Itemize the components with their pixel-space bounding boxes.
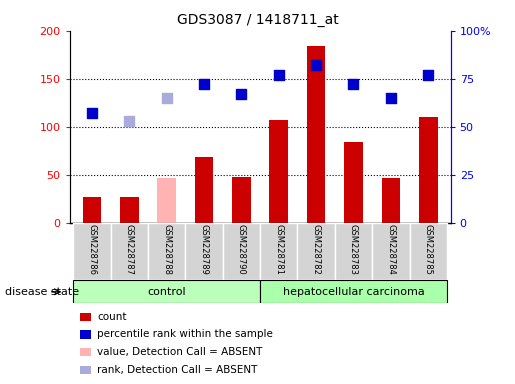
Text: value, Detection Call = ABSENT: value, Detection Call = ABSENT: [97, 347, 263, 357]
Point: [125, 118, 133, 124]
Point: [88, 110, 96, 116]
Text: GSM228782: GSM228782: [312, 224, 321, 275]
Bar: [195, 157, 213, 223]
Bar: [73, 280, 260, 303]
Bar: [335, 223, 372, 280]
Bar: [409, 223, 447, 280]
Text: GDS3087 / 1418711_at: GDS3087 / 1418711_at: [177, 13, 338, 27]
Bar: [344, 142, 363, 223]
Bar: [111, 223, 148, 280]
Text: GSM228787: GSM228787: [125, 224, 134, 275]
Bar: [260, 223, 298, 280]
Text: GSM228781: GSM228781: [274, 224, 283, 275]
Bar: [157, 178, 176, 223]
Point: [312, 62, 320, 68]
Text: GSM228783: GSM228783: [349, 224, 358, 275]
Bar: [307, 46, 325, 223]
Text: GSM228786: GSM228786: [88, 224, 96, 275]
Bar: [382, 178, 400, 223]
Point: [349, 81, 357, 88]
Text: disease state: disease state: [5, 287, 79, 297]
Text: percentile rank within the sample: percentile rank within the sample: [97, 329, 273, 339]
Bar: [269, 120, 288, 223]
Text: count: count: [97, 312, 127, 322]
Bar: [73, 223, 111, 280]
Bar: [298, 223, 335, 280]
Text: hepatocellular carcinoma: hepatocellular carcinoma: [283, 287, 424, 297]
Point: [274, 72, 283, 78]
Text: GSM228789: GSM228789: [199, 224, 209, 275]
Bar: [222, 223, 260, 280]
Bar: [232, 177, 251, 223]
Text: GSM228790: GSM228790: [237, 224, 246, 275]
Bar: [372, 223, 409, 280]
Bar: [419, 117, 438, 223]
Bar: [185, 223, 222, 280]
Point: [163, 95, 171, 101]
Bar: [120, 197, 139, 223]
Text: rank, Detection Call = ABSENT: rank, Detection Call = ABSENT: [97, 365, 258, 375]
Point: [237, 91, 246, 97]
Text: control: control: [147, 287, 186, 297]
Bar: [148, 223, 185, 280]
Text: GSM228784: GSM228784: [386, 224, 396, 275]
Point: [387, 95, 395, 101]
Text: GSM228785: GSM228785: [424, 224, 433, 275]
Bar: [82, 197, 101, 223]
Point: [200, 81, 208, 88]
Text: GSM228788: GSM228788: [162, 224, 171, 275]
Bar: [260, 280, 447, 303]
Point: [424, 72, 432, 78]
